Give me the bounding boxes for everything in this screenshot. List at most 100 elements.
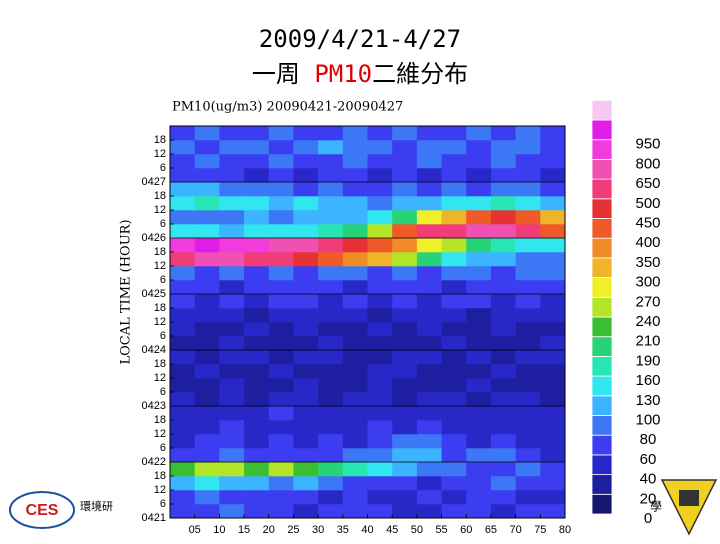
heatmap-cell [170,308,195,323]
heatmap-cell [342,336,368,351]
heatmap-cell [466,322,492,337]
heatmap-cell [466,126,492,141]
heatmap-cell [219,336,245,351]
heatmap-cell [515,266,541,281]
slide-subtitle: 一周 PM10二維分布 [252,60,468,88]
heatmap-cell [367,294,393,309]
colorbar-box [591,493,613,515]
heatmap-cell [416,448,442,463]
heatmap-cell [367,378,393,393]
heatmap-cell [392,224,418,239]
heatmap-cell [170,322,195,337]
heatmap-cell [416,462,442,477]
x-tick-label: 80 [559,524,571,536]
heatmap-cell [367,168,393,183]
heatmap-cell [219,294,245,309]
heatmap-cell [367,140,393,155]
heatmap-cell [170,154,195,169]
heatmap-cell [515,476,541,491]
y-tick-label: 6 [160,498,166,510]
y-tick-label: 12 [154,204,166,216]
heatmap-cell [318,504,344,519]
heatmap-cell [342,476,368,491]
heatmap-cell [367,434,393,449]
heatmap-cell [170,266,195,281]
heatmap-cell [293,406,319,421]
heatmap-cell [515,238,541,253]
heatmap-cell [367,350,393,365]
heatmap-cell [441,378,467,393]
heatmap-cell [318,210,344,225]
colorbar-label: 130 [635,392,660,409]
y-tick-label: 12 [154,148,166,160]
heatmap-cell [466,266,492,281]
heatmap-cell [416,280,442,295]
heatmap-cell [268,434,294,449]
y-tick-label: 12 [154,260,166,272]
heatmap-cell [194,322,220,337]
heatmap-cell [490,196,516,211]
heatmap [170,126,566,519]
y-tick-label: 0427 [142,176,166,188]
heatmap-cell [244,140,270,155]
y-tick-label: 18 [154,358,166,370]
heatmap-cell [466,434,492,449]
heatmap-cell [219,182,245,197]
heatmap-cell [367,238,393,253]
heatmap-cell [219,504,245,519]
heatmap-cell [416,406,442,421]
heatmap-cell [194,406,220,421]
heatmap-cell [367,154,393,169]
heatmap-cell [515,462,541,477]
heatmap-cell [342,280,368,295]
subtitle-part: 二維分布 [372,60,468,88]
heatmap-cell [441,266,467,281]
heatmap-cell [416,266,442,281]
heatmap-cell [268,126,294,141]
heatmap-cell [194,336,220,351]
heatmap-cell [244,224,270,239]
y-tick-label: 6 [160,218,166,230]
heatmap-cell [490,210,516,225]
heatmap-cell [170,210,195,225]
heatmap-cell [540,434,566,449]
heatmap-cell [293,308,319,323]
colorbar-label: 650 [635,175,660,192]
heatmap-cell [318,252,344,267]
heatmap-cell [416,308,442,323]
y-tick-label: 18 [154,246,166,258]
colorbar-label: 60 [640,451,657,468]
heatmap-cell [244,308,270,323]
y-tick-label: 6 [160,162,166,174]
heatmap-cell [293,224,319,239]
heatmap-cell [318,168,344,183]
heatmap-cell [392,322,418,337]
y-tick-label: 0426 [142,232,166,244]
heatmap-cell [318,126,344,141]
heatmap-cell [293,294,319,309]
x-tick-label: 10 [213,524,225,536]
heatmap-cell [392,294,418,309]
colorbar-label: 190 [635,352,660,369]
heatmap-cell [540,154,566,169]
heatmap-cell [318,196,344,211]
heatmap-cell [540,476,566,491]
heatmap-cell [170,140,195,155]
heatmap-cell [466,364,492,379]
heatmap-cell [318,224,344,239]
heatmap-cell [416,392,442,407]
heatmap-cell [540,420,566,435]
heatmap-cell [392,252,418,267]
heatmap-cell [293,378,319,393]
heatmap-cell [293,434,319,449]
heatmap-cell [441,350,467,365]
heatmap-cell [268,378,294,393]
heatmap-cell [219,476,245,491]
heatmap-cell [268,280,294,295]
heatmap-cell [170,294,195,309]
heatmap-cell [466,140,492,155]
heatmap-cell [490,392,516,407]
colorbar-box [591,434,613,456]
heatmap-cell [367,224,393,239]
